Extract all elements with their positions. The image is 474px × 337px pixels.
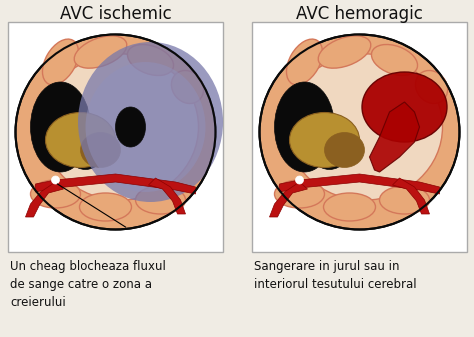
Text: AVC hemoragic: AVC hemoragic <box>296 5 423 23</box>
FancyBboxPatch shape <box>8 22 223 252</box>
Polygon shape <box>270 182 308 217</box>
Circle shape <box>295 176 303 184</box>
Ellipse shape <box>136 186 185 214</box>
Text: Sangerare in jurul sau in
interiorul tesutului cerebral: Sangerare in jurul sau in interiorul tes… <box>254 260 417 291</box>
Ellipse shape <box>259 34 459 229</box>
Ellipse shape <box>274 82 335 172</box>
Ellipse shape <box>63 115 108 170</box>
Ellipse shape <box>318 36 371 68</box>
Ellipse shape <box>372 44 418 75</box>
Polygon shape <box>280 174 439 194</box>
Ellipse shape <box>43 39 79 85</box>
Ellipse shape <box>274 180 325 208</box>
Ellipse shape <box>43 54 199 200</box>
Ellipse shape <box>116 107 146 147</box>
Polygon shape <box>370 102 419 172</box>
Ellipse shape <box>172 70 203 103</box>
Ellipse shape <box>325 132 365 167</box>
Ellipse shape <box>307 115 352 170</box>
Ellipse shape <box>286 54 443 200</box>
Ellipse shape <box>128 44 173 75</box>
Polygon shape <box>392 178 429 214</box>
Ellipse shape <box>286 39 322 85</box>
Ellipse shape <box>30 180 81 208</box>
Text: Un cheag blocheaza fluxul
de sange catre o zona a
creierului: Un cheag blocheaza fluxul de sange catre… <box>10 260 166 309</box>
Text: AVC ischemic: AVC ischemic <box>60 5 172 23</box>
Ellipse shape <box>380 186 429 214</box>
Circle shape <box>52 176 60 184</box>
FancyBboxPatch shape <box>252 22 467 252</box>
Ellipse shape <box>74 36 127 68</box>
Ellipse shape <box>80 193 131 221</box>
Ellipse shape <box>85 62 206 192</box>
Polygon shape <box>148 178 185 214</box>
Polygon shape <box>36 174 195 194</box>
Ellipse shape <box>323 193 375 221</box>
Polygon shape <box>26 182 64 217</box>
Ellipse shape <box>362 72 447 142</box>
Ellipse shape <box>290 113 359 167</box>
Ellipse shape <box>81 132 120 167</box>
Ellipse shape <box>30 82 91 172</box>
Ellipse shape <box>46 113 116 167</box>
Ellipse shape <box>16 34 216 229</box>
Ellipse shape <box>415 70 447 103</box>
Ellipse shape <box>78 42 223 202</box>
